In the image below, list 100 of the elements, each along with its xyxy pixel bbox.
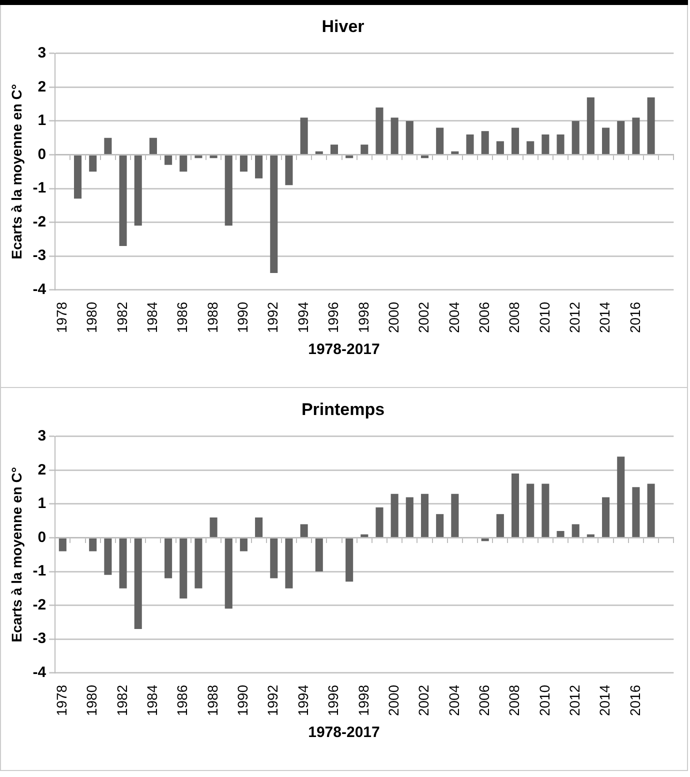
bar bbox=[617, 120, 625, 154]
x-tick-label: 2000 bbox=[385, 684, 402, 716]
bar bbox=[255, 517, 263, 537]
x-tick-label: 1980 bbox=[84, 302, 100, 334]
y-tick-label: 1 bbox=[38, 112, 46, 130]
bar bbox=[210, 517, 218, 537]
x-tick-label: 2012 bbox=[566, 302, 582, 334]
y-tick-label: -4 bbox=[32, 664, 47, 681]
bar bbox=[270, 155, 278, 273]
x-tick-label: 1982 bbox=[114, 302, 130, 334]
x-tick-label: 1990 bbox=[234, 302, 251, 334]
bar bbox=[647, 484, 655, 537]
bar bbox=[119, 538, 127, 588]
x-tick-label: 2016 bbox=[626, 302, 643, 334]
bar bbox=[74, 155, 82, 199]
bar bbox=[556, 134, 564, 154]
bar bbox=[617, 456, 625, 537]
x-tick-label: 1994 bbox=[294, 302, 311, 334]
bar bbox=[315, 538, 323, 572]
bar bbox=[330, 144, 338, 154]
bar bbox=[511, 128, 520, 154]
bar bbox=[526, 141, 534, 154]
x-tick-label: 2014 bbox=[596, 684, 613, 716]
bar bbox=[194, 538, 202, 588]
bar bbox=[180, 538, 188, 599]
bar bbox=[255, 155, 263, 178]
bar bbox=[360, 534, 368, 537]
x-tick-label: 2006 bbox=[476, 302, 492, 334]
y-tick-label: 3 bbox=[38, 428, 46, 445]
bar bbox=[632, 118, 640, 154]
x-tick-label: 2002 bbox=[416, 684, 432, 716]
bar bbox=[119, 155, 127, 246]
x-tick-label: 1984 bbox=[144, 684, 160, 716]
y-tick-label: 2 bbox=[38, 78, 46, 96]
chart-title: Hiver bbox=[322, 16, 365, 36]
x-tick-label: 1988 bbox=[204, 302, 220, 334]
x-tick-label: 1996 bbox=[325, 684, 342, 716]
bar bbox=[451, 151, 459, 154]
bar bbox=[210, 155, 218, 158]
chart-title: Printemps bbox=[301, 400, 385, 419]
bar bbox=[632, 487, 640, 537]
y-tick-label: -1 bbox=[32, 180, 46, 197]
x-tick-label: 2004 bbox=[446, 302, 462, 334]
y-tick-label: -4 bbox=[32, 280, 47, 298]
bar bbox=[346, 155, 354, 158]
bar bbox=[58, 538, 66, 552]
bar bbox=[194, 155, 202, 158]
x-axis-title: 1978-2017 bbox=[307, 341, 381, 358]
bar bbox=[104, 538, 112, 575]
x-tick-label: 2000 bbox=[385, 302, 402, 334]
bar bbox=[315, 151, 323, 154]
x-tick-label: 1994 bbox=[294, 684, 311, 716]
bar bbox=[586, 534, 594, 537]
x-tick-label: 1992 bbox=[264, 302, 281, 334]
bar bbox=[376, 507, 384, 537]
bar bbox=[436, 128, 444, 154]
bar bbox=[270, 538, 278, 578]
bar bbox=[164, 538, 172, 578]
bar bbox=[224, 155, 232, 226]
bar bbox=[134, 538, 142, 629]
bar bbox=[602, 497, 610, 537]
bar bbox=[572, 524, 580, 537]
x-tick-label: 2010 bbox=[536, 684, 552, 716]
bar bbox=[436, 514, 444, 537]
bar bbox=[346, 538, 354, 582]
bar bbox=[390, 494, 398, 537]
x-tick-label: 2010 bbox=[536, 302, 552, 334]
bar bbox=[586, 97, 594, 154]
x-tick-label: 1988 bbox=[204, 684, 220, 716]
x-tick-label: 1984 bbox=[144, 302, 160, 334]
bar bbox=[89, 538, 97, 552]
y-tick-label: 0 bbox=[38, 528, 46, 546]
bar bbox=[390, 118, 398, 154]
y-tick-label: 3 bbox=[38, 44, 46, 62]
bar bbox=[376, 107, 384, 154]
bar bbox=[481, 538, 489, 542]
bar bbox=[180, 155, 188, 172]
x-axis-title: 1978-2017 bbox=[307, 724, 381, 741]
bar bbox=[556, 530, 564, 537]
y-tick-label: 2 bbox=[38, 461, 46, 478]
bar bbox=[466, 134, 474, 154]
bar bbox=[300, 524, 308, 537]
x-tick-label: 1998 bbox=[355, 302, 372, 334]
bar bbox=[451, 494, 459, 537]
x-tick-label: 2006 bbox=[476, 684, 492, 716]
x-tick-label: 2008 bbox=[506, 302, 522, 334]
x-tick-label: 1978 bbox=[54, 302, 70, 334]
bar bbox=[420, 494, 429, 537]
bar bbox=[149, 138, 157, 154]
y-tick-label: -2 bbox=[32, 596, 46, 614]
bar bbox=[496, 141, 504, 154]
x-tick-label: 2004 bbox=[446, 684, 462, 716]
bar bbox=[164, 155, 172, 165]
y-axis-title: Ecarts à la moyenne en C° bbox=[8, 84, 24, 260]
x-tick-label: 1982 bbox=[114, 684, 130, 716]
y-tick-label: 0 bbox=[38, 146, 46, 163]
bar bbox=[602, 128, 610, 154]
bar bbox=[542, 484, 550, 537]
bar bbox=[300, 118, 308, 154]
x-tick-label: 1986 bbox=[174, 302, 190, 334]
